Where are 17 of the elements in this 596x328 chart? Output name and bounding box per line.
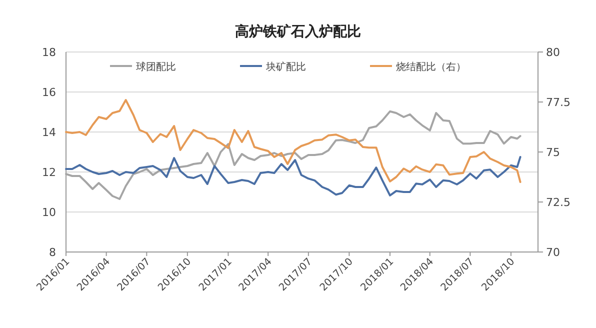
y2-tick-label: 77.5 bbox=[546, 96, 570, 109]
y-tick-label: 18 bbox=[42, 46, 56, 59]
y2-tick-label: 70 bbox=[546, 246, 560, 259]
chart-title: 高炉铁矿石入炉配比 bbox=[235, 23, 361, 40]
y2-tick-label: 72.5 bbox=[546, 196, 570, 209]
y-tick-label: 16 bbox=[42, 86, 56, 99]
legend-label: 块矿配比 bbox=[265, 61, 306, 73]
y-tick-label: 10 bbox=[42, 206, 56, 219]
y2-tick-label: 80 bbox=[546, 46, 560, 59]
legend-label: 烧结配比（右） bbox=[396, 61, 466, 73]
line-series bbox=[65, 99, 522, 183]
line-series bbox=[65, 156, 522, 196]
y2-tick-label: 75 bbox=[546, 146, 560, 159]
y-tick-label: 14 bbox=[42, 126, 56, 139]
legend-label: 球团配比 bbox=[136, 61, 176, 73]
y-tick-label: 8 bbox=[49, 246, 56, 259]
y-tick-label: 12 bbox=[42, 166, 56, 179]
